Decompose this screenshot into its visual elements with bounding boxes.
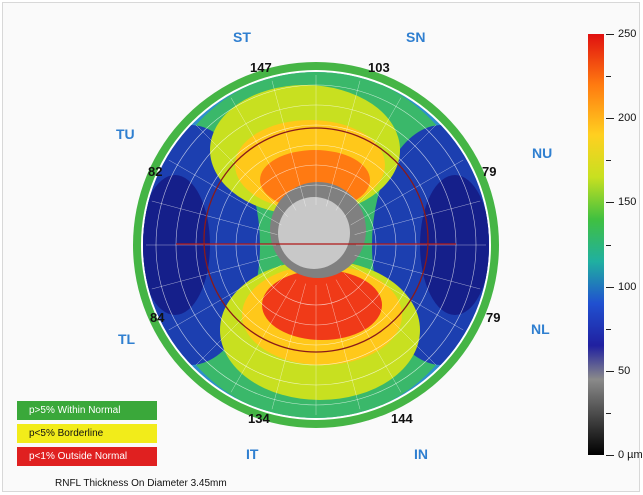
legend-within-normal: p>5% Within Normal bbox=[17, 401, 157, 420]
grid-spoke bbox=[151, 200, 278, 235]
colorbar-label: 150 bbox=[618, 196, 637, 209]
grid-spoke bbox=[344, 124, 437, 217]
ring-value-nu: 79 bbox=[482, 164, 497, 179]
colorbar-tick bbox=[606, 118, 614, 120]
colorbar-tick bbox=[606, 286, 614, 288]
grid-spoke bbox=[271, 283, 306, 410]
grid-spoke bbox=[350, 159, 464, 226]
ring-value-tu: 82 bbox=[148, 164, 163, 179]
ring-value-it: 134 bbox=[248, 411, 270, 426]
sector-label-tu: TU bbox=[116, 126, 135, 142]
map-caption: RNFL Thickness On Diameter 3.45mm bbox=[55, 478, 227, 489]
grid-spoke bbox=[230, 279, 297, 393]
sector-label-tl: TL bbox=[118, 331, 136, 347]
colorbar-tick bbox=[606, 328, 611, 330]
ring-value-sn: 103 bbox=[368, 60, 390, 75]
legend-borderline: p<5% Borderline bbox=[17, 424, 157, 443]
colorbar-tick bbox=[606, 160, 611, 162]
sector-label-nl: NL bbox=[531, 321, 550, 337]
colorbar-tick bbox=[606, 76, 611, 78]
sector-label-it: IT bbox=[246, 446, 259, 462]
grid-spoke bbox=[195, 273, 288, 366]
grid-spoke bbox=[271, 80, 306, 207]
grid-spoke bbox=[230, 97, 297, 211]
grid-spoke bbox=[350, 264, 464, 331]
grid-spoke bbox=[335, 97, 402, 211]
grid-spoke bbox=[326, 80, 361, 207]
legend-outside-normal: p<1% Outside Normal bbox=[17, 447, 157, 466]
grid-spoke bbox=[354, 255, 481, 290]
sector-label-st: ST bbox=[233, 29, 251, 45]
grid-spoke bbox=[195, 124, 288, 217]
sector-label-in: IN bbox=[414, 446, 428, 462]
colorbar-tick bbox=[606, 202, 614, 204]
sector-label-nu: NU bbox=[532, 145, 553, 161]
colorbar-label: 250 bbox=[618, 28, 637, 40]
colorbar-tick bbox=[606, 244, 611, 246]
ring-value-nl: 79 bbox=[486, 310, 501, 325]
colorbar-tick bbox=[606, 455, 614, 456]
colorbar-label: 100 bbox=[618, 280, 637, 293]
ring-value-in: 144 bbox=[391, 411, 413, 426]
grid-spoke bbox=[151, 255, 278, 290]
colorbar-label: 50 bbox=[618, 364, 631, 377]
colorbar-tick bbox=[606, 412, 611, 414]
grid-spoke bbox=[168, 159, 282, 226]
ring-value-tl: 84 bbox=[150, 310, 165, 325]
grid-spoke bbox=[344, 273, 437, 366]
grid-spoke bbox=[354, 200, 481, 235]
measurement-circle bbox=[203, 127, 429, 353]
grid-spoke bbox=[335, 279, 402, 393]
colorbar-label: 200 bbox=[618, 112, 637, 125]
colorbar-label: 0 µm bbox=[618, 449, 643, 461]
colorbar-tick bbox=[606, 370, 614, 372]
sector-label-sn: SN bbox=[406, 29, 426, 45]
colorbar-tick bbox=[606, 34, 614, 35]
colorbar bbox=[588, 34, 604, 455]
grid-spoke bbox=[326, 283, 361, 410]
ring-value-st: 147 bbox=[250, 60, 272, 75]
grid-spoke bbox=[168, 264, 282, 331]
